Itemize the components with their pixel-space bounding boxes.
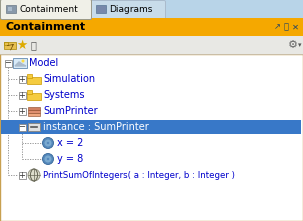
Circle shape (45, 139, 52, 147)
Bar (18, 171, 25, 179)
Text: 🔍: 🔍 (30, 40, 36, 51)
Bar (0, 54, 303, 221)
Text: ✕: ✕ (291, 23, 298, 32)
Text: +: + (18, 107, 25, 116)
Text: +: + (18, 91, 25, 99)
Text: Containment: Containment (5, 22, 85, 32)
Text: 🖈: 🖈 (284, 23, 288, 32)
Text: Model: Model (29, 59, 58, 69)
Text: PrintSumOfIntegers( a : Integer, b : Integer ): PrintSumOfIntegers( a : Integer, b : Int… (43, 171, 235, 180)
Bar (6, 5, 16, 13)
Bar (28, 110, 40, 113)
Bar (4, 42, 16, 49)
Circle shape (47, 158, 49, 160)
Bar (27, 77, 41, 84)
Text: Containment: Containment (19, 5, 78, 14)
Bar (18, 76, 25, 82)
Bar (5, 59, 12, 67)
Bar (27, 93, 41, 100)
Circle shape (42, 154, 54, 164)
Bar (27, 90, 32, 94)
Text: +: + (18, 74, 25, 84)
Text: ▾: ▾ (298, 42, 302, 48)
Bar (18, 107, 25, 114)
FancyBboxPatch shape (1, 0, 92, 19)
Bar (18, 91, 25, 99)
Bar (18, 124, 25, 130)
Text: SumPrinter: SumPrinter (43, 107, 98, 116)
Circle shape (28, 169, 40, 181)
Bar (0, 0, 303, 18)
Bar (96, 5, 106, 13)
Polygon shape (15, 62, 26, 66)
Text: −: − (5, 59, 12, 67)
Bar (0, 36, 303, 54)
Text: +: + (18, 170, 25, 179)
Bar (1, 120, 301, 134)
FancyBboxPatch shape (91, 0, 165, 19)
Text: ★: ★ (16, 38, 28, 51)
Circle shape (22, 59, 25, 63)
Bar (28, 113, 40, 116)
Text: Simulation: Simulation (43, 74, 95, 84)
Text: Systems: Systems (43, 91, 85, 101)
Circle shape (47, 142, 49, 144)
Bar (0, 18, 303, 36)
Circle shape (42, 137, 54, 149)
Text: Diagrams: Diagrams (109, 6, 152, 15)
Text: −: − (18, 122, 25, 131)
Text: ↗: ↗ (274, 23, 281, 32)
Bar (4, 42, 8, 45)
Bar (28, 123, 40, 131)
Bar (27, 74, 32, 78)
Bar (8, 7, 12, 11)
Text: instance : SumPrinter: instance : SumPrinter (43, 122, 149, 133)
Text: y = 8: y = 8 (57, 154, 83, 164)
Text: ⚙: ⚙ (288, 40, 298, 50)
Bar (13, 58, 27, 68)
Bar (28, 107, 40, 110)
Circle shape (45, 156, 52, 162)
Text: x = 2: x = 2 (57, 139, 83, 149)
